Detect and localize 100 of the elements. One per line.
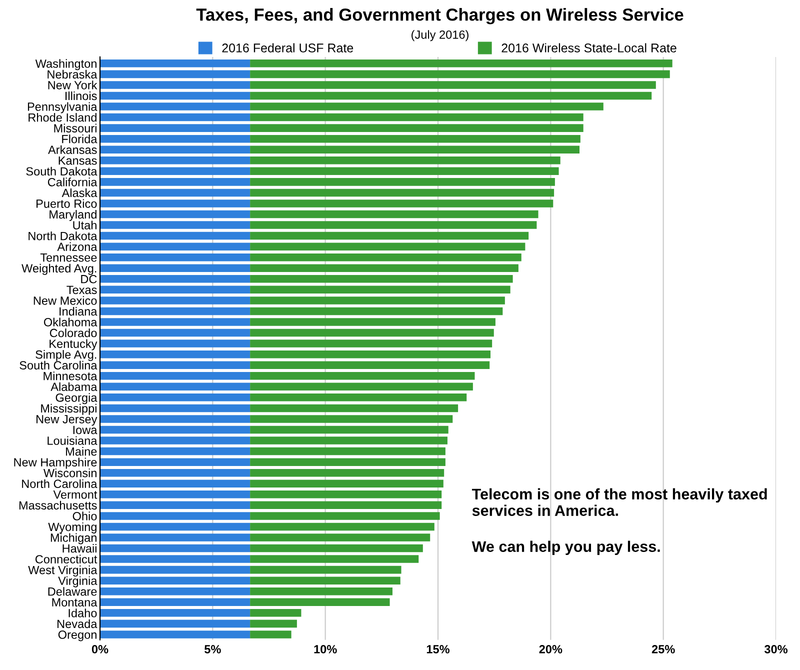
bar — [250, 609, 302, 617]
y-tick-label: Michigan — [50, 533, 96, 544]
y-tick-label: Kentucky — [50, 339, 98, 350]
bar — [250, 458, 446, 466]
y-tick-label: Oregon — [58, 630, 96, 642]
bar — [100, 286, 250, 294]
bar — [100, 275, 250, 283]
y-tick-label: Arkansas — [48, 145, 97, 154]
y-tick-label: Pennsylvania — [28, 102, 98, 114]
bar — [250, 232, 529, 240]
bar — [250, 200, 554, 208]
y-tick-label: Massachusetts — [19, 500, 97, 510]
bar — [100, 576, 250, 584]
bar — [100, 134, 250, 143]
bar — [100, 522, 250, 531]
bar — [250, 630, 292, 638]
bar — [100, 512, 250, 520]
y-tick-label: Florida — [62, 134, 98, 144]
y-tick-label: Weighted Avg. — [22, 264, 96, 275]
bar — [250, 146, 580, 154]
bar — [250, 307, 503, 316]
bar — [250, 394, 467, 402]
bar — [100, 501, 250, 510]
bar — [100, 60, 250, 68]
bar — [100, 372, 250, 380]
bar — [100, 156, 250, 164]
chart-title: Taxes, Fees, and Government Charges on Wireless Service — [196, 8, 684, 24]
bar — [250, 566, 402, 574]
bar — [100, 587, 250, 596]
y-tick-label: Colorado — [50, 328, 97, 338]
bar — [250, 296, 505, 304]
bar — [250, 156, 560, 164]
bar — [100, 232, 250, 240]
y-tick-label: Tennessee — [40, 254, 97, 262]
y-tick-label: Washington — [35, 59, 96, 70]
bar — [250, 490, 442, 498]
bar — [250, 210, 538, 218]
bar — [100, 113, 250, 122]
y-tick-label: New Hampshire — [14, 458, 97, 469]
bar — [100, 468, 250, 477]
bar — [250, 426, 448, 434]
y-tick-label: Vermont — [53, 490, 98, 499]
bar — [250, 415, 453, 423]
x-tick-label: 25% — [652, 645, 675, 654]
y-tick-label: Iowa — [73, 426, 98, 434]
bar — [250, 92, 652, 100]
y-tick-label: Montana — [52, 598, 98, 607]
x-tick-label: 5% — [204, 645, 221, 654]
legend-label: 2016 Federal USF Rate — [222, 43, 354, 52]
bar — [100, 620, 250, 628]
bar — [100, 480, 250, 488]
x-tick-label: 0% — [92, 645, 108, 654]
bar — [250, 598, 390, 606]
bar — [100, 394, 250, 402]
bar — [250, 480, 444, 488]
bar — [250, 522, 434, 531]
y-tick-label: West Virginia — [28, 566, 98, 577]
bar — [100, 544, 250, 552]
x-tick-label: 15% — [426, 645, 450, 654]
bar — [250, 178, 555, 186]
bar — [100, 566, 250, 574]
bar — [250, 318, 496, 326]
chart-subtitle: (July 2016) — [412, 30, 468, 42]
bar — [250, 264, 518, 272]
y-tick-label: Alaska — [62, 188, 98, 198]
bar — [100, 328, 250, 337]
bar — [250, 576, 400, 584]
bar — [100, 598, 250, 606]
bar — [250, 188, 554, 197]
x-tick-label: 10% — [314, 645, 337, 654]
bar — [100, 92, 250, 100]
y-tick-label: Illinois — [66, 91, 97, 100]
bar — [250, 124, 584, 132]
bar — [250, 620, 297, 628]
bar — [100, 458, 250, 466]
bar — [100, 167, 250, 176]
y-tick-label: Alabama — [50, 382, 98, 392]
bar — [250, 286, 510, 294]
bar — [250, 501, 442, 510]
y-tick-label: Maine — [66, 447, 97, 456]
bar — [100, 296, 250, 304]
bar — [250, 372, 475, 380]
bar — [100, 318, 250, 326]
bar — [100, 534, 250, 542]
bar — [250, 60, 672, 68]
bar — [100, 124, 250, 132]
bar — [250, 275, 513, 283]
y-tick-label: Missouri — [54, 124, 96, 132]
y-tick-label: Simple Avg. — [36, 350, 96, 362]
bar — [100, 307, 250, 316]
bar — [100, 81, 250, 89]
bar — [250, 102, 604, 110]
bar — [100, 253, 250, 262]
bar — [100, 404, 250, 412]
bar — [100, 70, 250, 78]
bar — [250, 361, 490, 369]
x-tick-label: 20% — [539, 645, 562, 654]
bar — [100, 264, 250, 272]
y-tick-label: Connecticut — [35, 554, 98, 564]
bar — [250, 534, 430, 542]
